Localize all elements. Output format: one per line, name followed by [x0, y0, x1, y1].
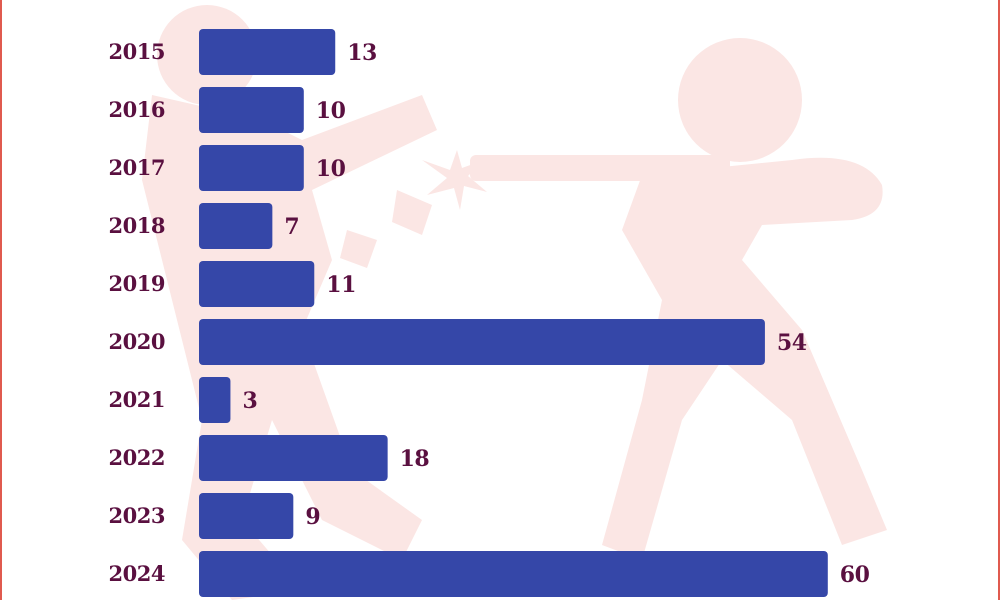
- y-tick-label: 2020: [109, 329, 165, 354]
- data-label: 7: [284, 214, 299, 240]
- bar-2017: [199, 145, 304, 191]
- y-tick-label: 2016: [109, 97, 165, 122]
- data-label: 13: [347, 40, 377, 66]
- bar-2021: [199, 377, 231, 423]
- data-label: 18: [400, 446, 430, 472]
- y-tick-label: 2018: [109, 213, 165, 238]
- y-tick-label: 2024: [109, 561, 165, 586]
- y-tick-label: 2023: [109, 503, 165, 528]
- y-tick-label: 2022: [109, 445, 165, 470]
- bar-2022: [199, 435, 388, 481]
- data-label: 54: [777, 330, 807, 356]
- bar-2015: [199, 29, 336, 75]
- data-label: 3: [242, 388, 257, 414]
- bar-2023: [199, 493, 294, 539]
- y-tick-label: 2019: [109, 271, 165, 296]
- y-tick-label: 2017: [109, 155, 165, 180]
- data-label: 10: [316, 98, 346, 124]
- data-label: 11: [326, 272, 356, 298]
- data-label: 10: [316, 156, 346, 182]
- bar-2019: [199, 261, 315, 307]
- bar-2018: [199, 203, 273, 249]
- data-label: 60: [840, 562, 870, 588]
- bar-2020: [199, 319, 765, 365]
- data-label: 9: [305, 504, 320, 530]
- bar-2024: [199, 551, 828, 597]
- y-tick-label: 2015: [109, 39, 165, 64]
- bar-2016: [199, 87, 304, 133]
- y-tick-label: 2021: [109, 387, 165, 412]
